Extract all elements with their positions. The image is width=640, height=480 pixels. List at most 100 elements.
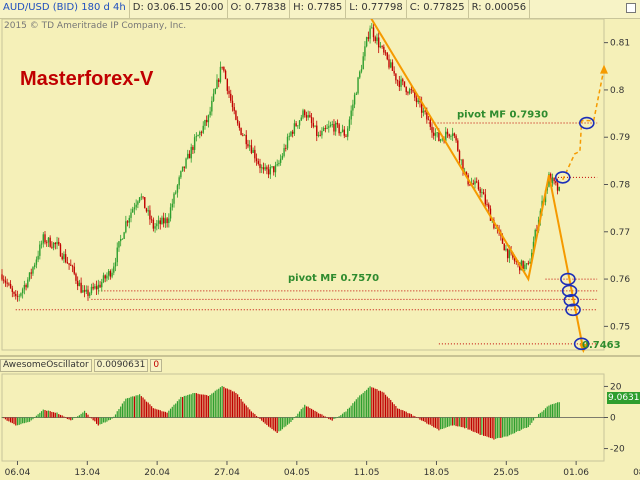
candle-body: [228, 90, 230, 94]
oscillator-bar: [104, 417, 106, 423]
oscillator-bar: [538, 414, 540, 418]
oscillator-bar: [297, 413, 299, 418]
candle-body: [336, 122, 339, 125]
price-tick-label: 0.79: [610, 133, 630, 143]
oscillator-bar: [458, 417, 461, 427]
candle-body: [403, 81, 406, 87]
trend-line: [369, 16, 585, 351]
candle-body: [481, 192, 483, 193]
oscillator-bar: [419, 417, 421, 420]
candle-body: [555, 181, 557, 183]
oscillator-bar: [426, 417, 428, 424]
candle-body: [398, 81, 401, 87]
oscillator-bar: [292, 417, 294, 421]
candle-body: [290, 131, 292, 136]
candle-body: [457, 140, 459, 151]
oscillator-bar: [94, 417, 96, 422]
candle-body: [175, 192, 177, 194]
candle-body: [106, 275, 108, 279]
candle-body: [209, 111, 211, 116]
candle-body: [273, 166, 275, 173]
candle-body: [446, 131, 449, 135]
candle-body: [183, 166, 186, 168]
oscillator-bar: [66, 417, 68, 420]
candle-body: [162, 217, 165, 224]
candle-body: [214, 88, 216, 94]
candle-body: [556, 182, 559, 191]
candle-body: [16, 295, 19, 297]
oscillator-bar: [390, 399, 392, 418]
candle-body: [238, 123, 241, 128]
candle-body: [94, 286, 96, 289]
open-label: O: 0.77838: [228, 0, 291, 18]
candle-body: [476, 181, 478, 183]
candle-body: [532, 241, 535, 253]
brand-title: Masterforex-V: [20, 68, 154, 90]
candle-body: [59, 244, 62, 257]
candle-body: [462, 159, 464, 172]
oscillator-tick-label: 0: [610, 414, 616, 424]
candle-body: [161, 217, 163, 225]
candle-body: [365, 37, 368, 47]
oscillator-bar: [144, 399, 146, 418]
candle-body: [150, 219, 153, 221]
candle-body: [171, 203, 173, 208]
candle-body: [536, 229, 538, 231]
oscillator-bar: [407, 413, 409, 418]
oscillator-bar: [386, 396, 388, 418]
candle-body: [176, 185, 179, 193]
window-icon[interactable]: [626, 3, 636, 13]
oscillator-bar: [403, 411, 406, 418]
oscillator-bar: [436, 417, 438, 429]
candle-body: [469, 184, 471, 186]
candle-body: [242, 134, 244, 136]
oscillator-name[interactable]: AwesomeOscillator: [0, 359, 92, 372]
candle-body: [248, 145, 251, 147]
candle-body: [218, 79, 220, 82]
candle-body: [388, 59, 390, 68]
oscillator-bar: [204, 394, 206, 418]
candle-body: [157, 220, 160, 224]
candle-body: [288, 135, 290, 137]
candle-body: [553, 177, 555, 182]
candle-body: [25, 284, 27, 288]
candle-body: [89, 293, 91, 296]
oscillator-bar: [412, 415, 414, 418]
candle-body: [87, 289, 89, 296]
candle-body: [474, 181, 476, 185]
candle-body: [488, 204, 490, 209]
candle-body: [422, 110, 425, 113]
candle-body: [56, 241, 58, 245]
oscillator-bar: [4, 417, 7, 420]
symbol-label[interactable]: AUD/USD (BID) 180 d 4h: [0, 0, 130, 18]
oscillator-bar: [397, 408, 399, 418]
candle-body: [6, 282, 8, 284]
oscillator-bar: [274, 417, 277, 432]
oscillator-bar: [340, 415, 342, 418]
candle-body: [408, 89, 411, 94]
oscillator-bar: [345, 411, 347, 418]
oscillator-bar: [188, 394, 191, 418]
oscillator-bar: [139, 394, 141, 418]
candle-body: [305, 115, 308, 118]
oscillator-bar: [164, 411, 166, 418]
oscillator-bar: [80, 413, 82, 418]
oscillator-bar: [440, 417, 442, 430]
oscillator-bar: [1, 417, 3, 418]
oscillator-bar: [257, 417, 259, 418]
oscillator-bar: [455, 417, 457, 427]
oscillator-bar: [178, 399, 180, 418]
candle-body: [257, 161, 259, 164]
time-tick-label: 13.04: [74, 468, 100, 478]
time-tick-label: 18.05: [424, 468, 450, 478]
candle-body: [219, 66, 222, 82]
candle-body: [254, 149, 256, 159]
candle-body: [188, 153, 191, 159]
candle-body: [534, 229, 536, 242]
oscillator-bar: [517, 417, 519, 432]
oscillator-bar: [555, 403, 557, 418]
candle-body: [558, 186, 560, 191]
oscillator-bar: [273, 417, 275, 431]
oscillator-bar: [47, 410, 50, 418]
